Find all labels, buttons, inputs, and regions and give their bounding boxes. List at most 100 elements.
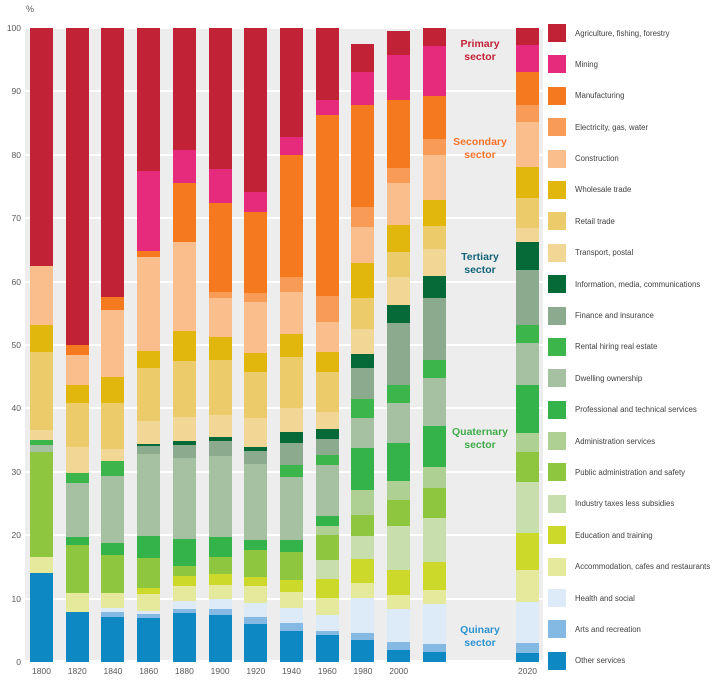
bar-segment-other-services [516,652,539,662]
bar-segment-manufacturing [516,72,539,105]
bar-segment-arts-and-recreation [101,612,125,617]
bar-segment-public-administration-and-safety [101,554,125,593]
legend-label-public-administration-and-safety: Public administration and safety [575,467,686,477]
bar-segment-accommodation-cafes-and-restaurants [516,569,539,602]
bar-segment-information-media-communications [351,354,375,369]
bar-segment-accommodation-cafes-and-restaurants [351,582,375,599]
legend-item-industry-taxes-less-subsidies: Industry taxes less subsidies [548,494,710,513]
bar-1920 [244,28,268,662]
bar-segment-mining [387,55,411,101]
sector-label-tertiary: Tertiary sector [441,251,519,276]
bar-segment-wholesale-trade [101,376,125,403]
legend-item-transport-postal: Transport, postal [548,243,710,262]
legend-label-agriculture-fishing-forestry: Agriculture, fishing, forestry [575,28,670,38]
bar-segment-agriculture-fishing-forestry [516,28,539,46]
bar-1840 [101,28,125,662]
bar-segment-retail-trade [30,351,53,430]
sector-label-line: Tertiary [461,251,499,263]
plot-area [25,27,543,662]
legend-item-finance-and-insurance: Finance and insurance [548,306,710,325]
bar-segment-finance-and-insurance [387,322,411,385]
bar-segment-industry-taxes-less-subsidies [516,481,539,534]
bar-segment-dwelling-ownership [387,402,411,444]
bar-segment-industry-taxes-less-subsidies [387,525,411,570]
bar-2020 [516,28,539,662]
bar-segment-construction [30,265,53,325]
bar-segment-transport-postal [280,408,304,433]
bar-segment-wholesale-trade [422,200,446,226]
bar-segment-rental-hiring-real-estate [422,360,446,378]
bar-segment-electricity-gas-water [387,168,411,184]
bar-segment-accommodation-cafes-and-restaurants [137,594,161,612]
bar-segment-professional-and-technical-services [244,540,268,550]
bar-segment-public-administration-and-safety [422,488,446,518]
sector-label-line: Quinary [460,624,500,636]
legend-item-retail-trade: Retail trade [548,212,710,231]
bar-segment-dwelling-ownership [101,476,125,544]
bar-segment-information-media-communications [422,275,446,299]
y-tick-label-40: 40 [11,403,21,414]
y-tick-label-80: 80 [11,149,21,160]
bar-segment-professional-and-technical-services [172,538,196,567]
bar-segment-finance-and-insurance [244,451,268,465]
bar-segment-retail-trade [101,402,125,449]
bar-segment-health-and-social [315,614,339,631]
bar-segment-finance-and-insurance [280,442,304,465]
bar-segment-dwelling-ownership [208,455,232,538]
bar-segment-finance-and-insurance [315,438,339,456]
bar-segment-public-administration-and-safety [65,544,89,593]
bar-segment-accommodation-cafes-and-restaurants [244,586,268,603]
y-tick-label-0: 0 [16,657,21,667]
legend-swatch-professional-and-technical-services [548,400,566,419]
legend-swatch-education-and-training [548,526,566,545]
bar-segment-professional-and-technical-services [280,540,304,553]
bar-segment-administration-services [351,490,375,515]
legend-label-accommodation-cafes-and-restaurants: Accommodation, cafes and restaurants [575,562,711,572]
bar-segment-public-administration-and-safety [208,557,232,575]
bar-segment-education-and-training [387,569,411,596]
bar-segment-administration-services [387,481,411,501]
bar-segment-other-services [208,614,232,662]
bar-segment-other-services [280,631,304,662]
bar-segment-manufacturing [422,95,446,139]
bar-segment-construction [137,257,161,352]
bar-segment-wholesale-trade [208,336,232,361]
legend-label-retail-trade: Retail trade [575,216,615,226]
bar-segment-construction [172,241,196,332]
legend-item-education-and-training: Education and training [548,526,710,545]
legend-item-mining: Mining [548,55,710,74]
bar-1880 [172,28,196,662]
legend-item-information-media-communications: Information, media, communications [548,275,710,294]
legend-swatch-accommodation-cafes-and-restaurants [548,557,566,576]
sector-label-line: Quaternary [451,426,509,438]
bar-segment-finance-and-insurance [137,446,161,454]
bar-segment-electricity-gas-water [516,104,539,122]
bar-segment-mining [516,45,539,73]
bar-1900 [208,28,232,662]
bar-segment-arts-and-recreation [208,609,232,615]
x-tick-label-1920: 1920 [246,666,266,676]
bar-segment-other-services [422,651,446,662]
bar-segment-wholesale-trade [172,331,196,362]
bar-segment-other-services [172,613,196,662]
legend-label-arts-and-recreation: Arts and recreation [575,624,641,634]
legend-swatch-mining [548,55,566,74]
bar-segment-health-and-social [244,602,268,617]
legend-item-public-administration-and-safety: Public administration and safety [548,463,710,482]
bar-segment-wholesale-trade [387,225,411,252]
bar-segment-dwelling-ownership [137,453,161,537]
bar-segment-construction [516,121,539,167]
bar-segment-agriculture-fishing-forestry [351,43,375,73]
legend-label-professional-and-technical-services: Professional and technical services [575,405,697,415]
legend-swatch-other-services [548,651,566,670]
bar-segment-rental-hiring-real-estate [516,324,539,343]
bar-segment-wholesale-trade [30,324,53,352]
legend-swatch-retail-trade [548,212,566,231]
bar-segment-manufacturing [244,211,268,293]
bar-segment-accommodation-cafes-and-restaurants [101,592,125,609]
bar-segment-transport-postal [387,277,411,305]
bar-segment-accommodation-cafes-and-restaurants [208,585,232,600]
bar-segment-public-administration-and-safety [137,557,161,589]
bar-segment-education-and-training [280,580,304,593]
bar-segment-dwelling-ownership [280,476,304,541]
